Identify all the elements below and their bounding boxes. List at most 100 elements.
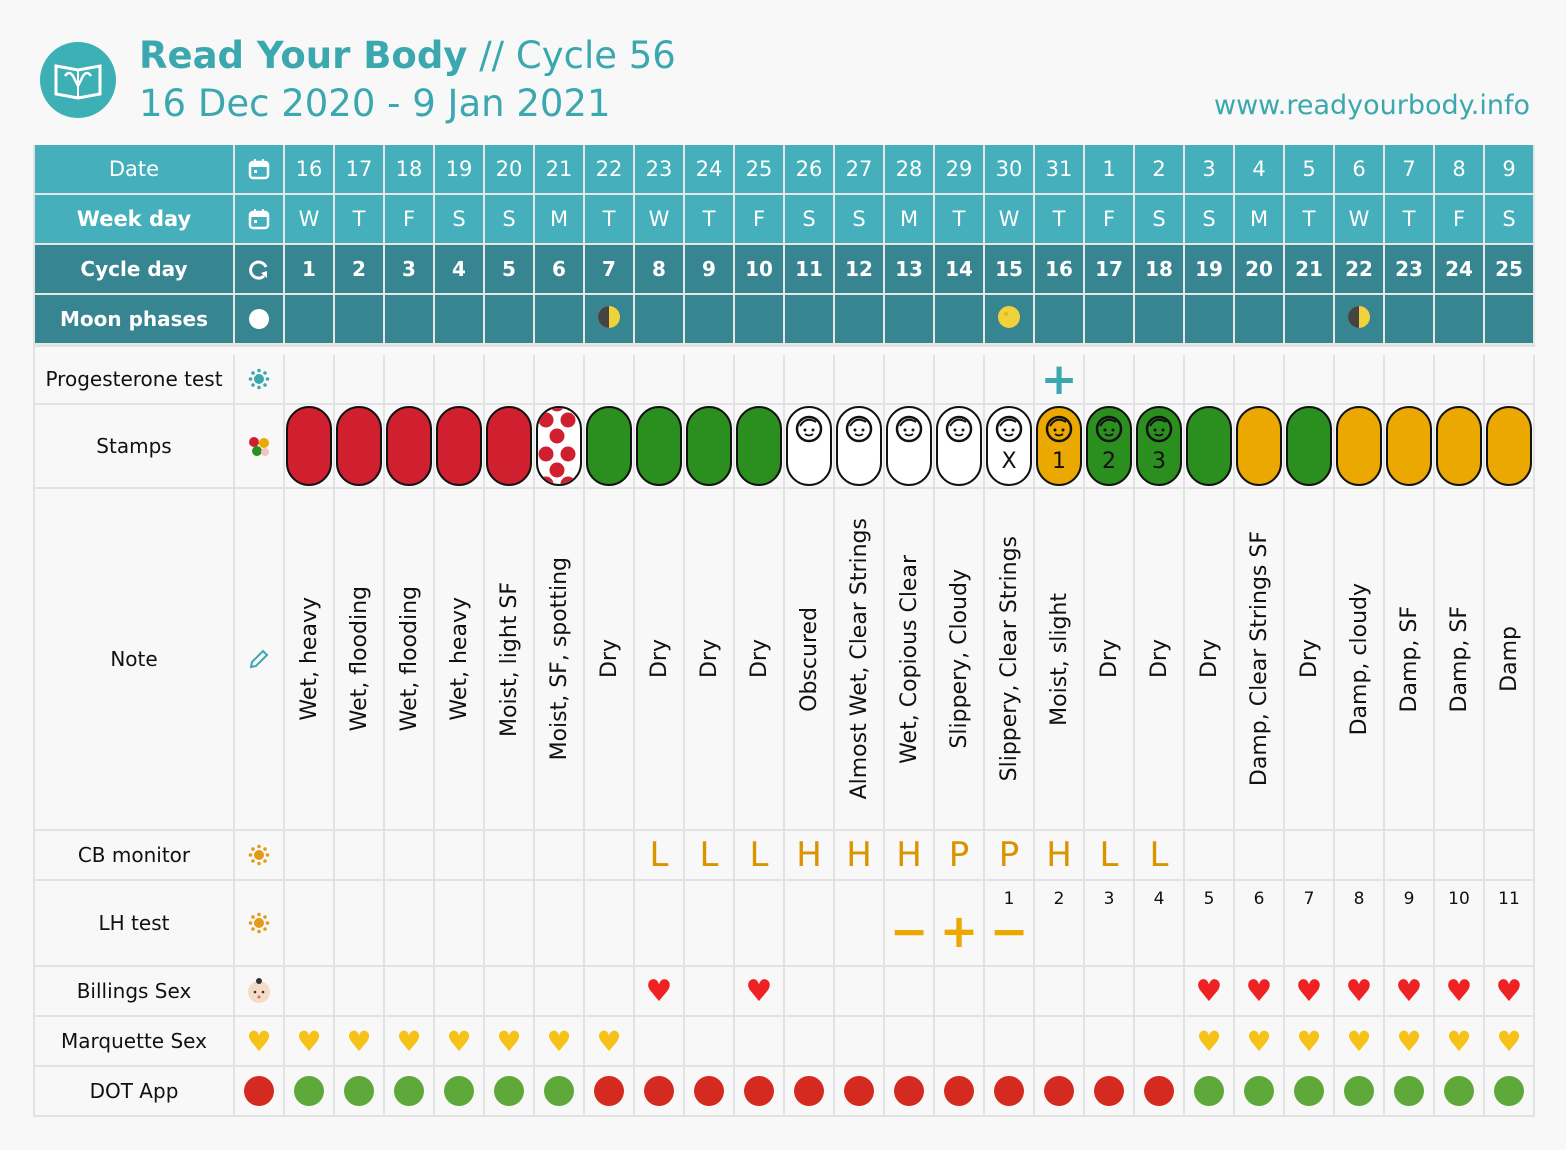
moon-cell — [1385, 295, 1435, 345]
baby-icon — [246, 977, 272, 1005]
marquette-cell: ♥ — [585, 1017, 635, 1067]
date-value: 19 — [445, 157, 473, 181]
note-text: Dry — [596, 639, 622, 679]
row-label-text: Moon phases — [59, 307, 208, 331]
website-link[interactable]: www.readyourbody.info — [1213, 90, 1530, 121]
stamp-cell — [585, 405, 635, 489]
moon-cell — [335, 295, 385, 345]
date-cell: 6 — [1335, 145, 1385, 195]
cb-monitor-cell: P — [935, 831, 985, 881]
lh-test-cell: 3 — [1085, 881, 1135, 967]
billings-cell: ♥ — [1235, 967, 1285, 1017]
cycle-label: // Cycle 56 — [467, 34, 676, 77]
lh-test-number: 8 — [1353, 889, 1365, 909]
date-value: 29 — [945, 157, 973, 181]
spacer — [1285, 345, 1335, 355]
weekday-value: T — [1302, 207, 1316, 231]
stamp-yellow — [1386, 406, 1432, 486]
stamp-label: 1 — [1052, 449, 1066, 474]
marquette-cell — [1035, 1017, 1085, 1067]
moon-cell — [985, 295, 1035, 345]
row-icon-dot — [235, 1067, 285, 1117]
cb-monitor-cell — [1285, 831, 1335, 881]
dot-cell — [1385, 1067, 1435, 1117]
weekday-cell: S — [1135, 195, 1185, 245]
marquette-cell: ♥ — [285, 1017, 335, 1067]
progesterone-cell — [1235, 355, 1285, 405]
spacer — [1485, 345, 1535, 355]
stamp-cell: 2 — [1085, 405, 1135, 489]
spacer — [585, 345, 635, 355]
progesterone-cell — [885, 355, 935, 405]
row-label-marquette: Marquette Sex — [35, 1017, 235, 1067]
spacer — [485, 345, 535, 355]
weekday-value: M — [1249, 207, 1269, 231]
baby-face-icon — [1044, 414, 1074, 449]
date-cell: 19 — [435, 145, 485, 195]
date-cell: 17 — [335, 145, 385, 195]
spacer — [1235, 345, 1285, 355]
note-text: Damp, SF — [1446, 605, 1472, 713]
yellow-heart-icon: ♥ — [446, 1024, 472, 1058]
yellow-heart-icon: ♥ — [1346, 1024, 1372, 1058]
billings-cell — [885, 967, 935, 1017]
cycle_day-value: 11 — [795, 257, 823, 281]
note-cell: Wet, flooding — [335, 489, 385, 831]
red-circle-icon — [894, 1076, 924, 1106]
spacer — [535, 345, 585, 355]
date-cell: 27 — [835, 145, 885, 195]
green-circle-icon — [1444, 1076, 1474, 1106]
stamp-yellow — [1486, 406, 1532, 486]
lh-test-cell — [635, 881, 685, 967]
cycle_day-value: 25 — [1495, 257, 1523, 281]
cb-reading: L — [649, 835, 669, 875]
red-heart-icon: ♥ — [1445, 973, 1473, 1009]
lh-test-cell — [385, 881, 435, 967]
stamp-yellow — [1436, 406, 1482, 486]
baby-face-icon — [894, 414, 924, 449]
stamp-green — [736, 406, 782, 486]
yellow-heart-icon: ♥ — [1246, 1024, 1272, 1058]
red-circle-icon — [694, 1076, 724, 1106]
moon-cell — [785, 295, 835, 345]
lh-test-number: 1 — [1003, 889, 1015, 909]
dot-cell — [1085, 1067, 1135, 1117]
red-circle-icon — [594, 1076, 624, 1106]
weekday-value: F — [402, 207, 416, 231]
billings-cell: ♥ — [735, 967, 785, 1017]
note-cell: Wet, flooding — [385, 489, 435, 831]
marquette-cell — [885, 1017, 935, 1067]
stamp-cell — [435, 405, 485, 489]
progesterone-result: + — [1040, 353, 1078, 405]
green-circle-icon — [1344, 1076, 1374, 1106]
yellow-heart-icon: ♥ — [1296, 1024, 1322, 1058]
note-cell: Dry — [1285, 489, 1335, 831]
progesterone-cell — [1135, 355, 1185, 405]
moon-cell — [1135, 295, 1185, 345]
yellow-heart-icon: ♥ — [546, 1024, 572, 1058]
row-icon-date — [235, 145, 285, 195]
red-circle-icon — [944, 1076, 974, 1106]
cycle_day-cell: 25 — [1485, 245, 1535, 295]
note-text: Wet, heavy — [296, 597, 322, 721]
dot-cell — [985, 1067, 1035, 1117]
stamp-white — [786, 406, 832, 486]
row-label-text: Cycle day — [80, 257, 188, 281]
note-text: Moist, slight — [1046, 592, 1072, 726]
stamp-cell: X — [985, 405, 1035, 489]
date-value: 7 — [1402, 157, 1416, 181]
stamp-red — [436, 406, 482, 486]
lh-test-number: 5 — [1203, 889, 1215, 909]
stamp-cell — [1335, 405, 1385, 489]
cycle_day-value: 15 — [995, 257, 1023, 281]
progesterone-cell — [1485, 355, 1535, 405]
note-text: Slippery, Cloudy — [946, 569, 972, 749]
moon-cell — [635, 295, 685, 345]
dot-cell — [685, 1067, 735, 1117]
stamp-green — [686, 406, 732, 486]
lh-test-cell — [785, 881, 835, 967]
moon-cell — [1235, 295, 1285, 345]
green-circle-icon — [1394, 1076, 1424, 1106]
row-label-lh_test: LH test — [35, 881, 235, 967]
stamp-yellow: 1 — [1036, 406, 1082, 486]
